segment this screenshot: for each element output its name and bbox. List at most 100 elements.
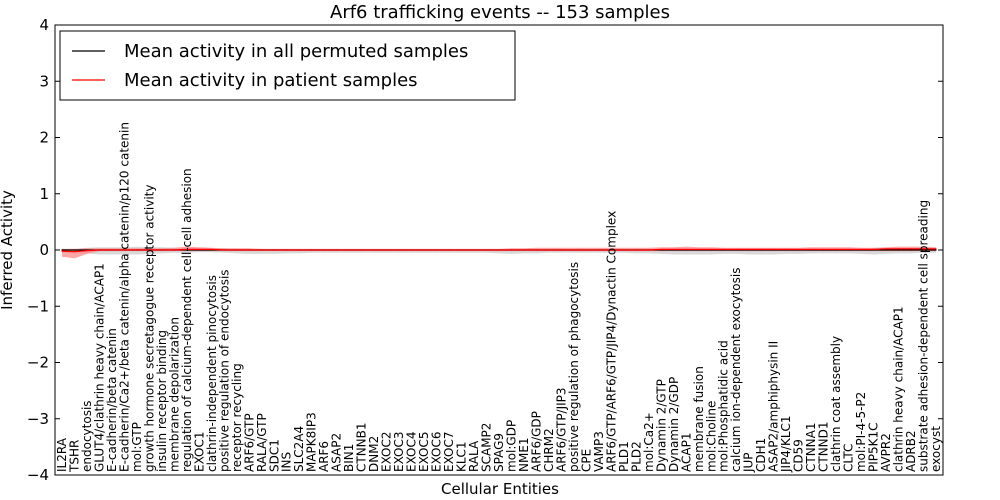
data-point (423, 249, 425, 251)
data-point (698, 248, 700, 251)
data-point (373, 249, 375, 251)
data-point (123, 249, 126, 251)
data-point (361, 249, 363, 251)
data-point (261, 249, 263, 251)
data-point (186, 248, 188, 251)
x-tick-label: EXOC1 (192, 432, 206, 473)
data-point (773, 248, 775, 251)
x-tick-label: TSHR (67, 440, 81, 473)
data-point (798, 248, 800, 251)
data-point (161, 249, 163, 251)
y-tick-label: −1 (27, 297, 49, 315)
data-point (148, 249, 150, 251)
data-point (935, 249, 937, 251)
x-tick-label: CLTC (842, 444, 856, 472)
x-tick-label: CPE (579, 449, 593, 472)
x-tick-label: CD59 (792, 439, 806, 472)
data-point (298, 249, 300, 251)
data-point (311, 249, 313, 251)
data-point (760, 248, 762, 251)
x-tick-label: ASAP2 (330, 433, 344, 472)
x-tick-label: clathrin heavy chain/ACAP1 (892, 306, 906, 472)
data-point (411, 249, 413, 251)
x-tick-label: mol:PI-4-5-P2 (854, 392, 868, 472)
data-point (61, 250, 63, 252)
x-tick-label: calcium ion-dependent exocytosis (729, 268, 743, 473)
y-tick-label: 1 (39, 185, 49, 203)
y-tick-label: −2 (27, 354, 49, 372)
x-tick-label: regulation of calcium-dependent cell-cel… (180, 168, 194, 472)
data-point (273, 249, 275, 251)
x-tick-label: DNM2 (367, 436, 381, 472)
x-tick-label: KLC1 (455, 441, 469, 472)
data-point (336, 249, 338, 251)
y-tick-label: 0 (39, 241, 49, 259)
data-point (710, 248, 712, 251)
data-point (935, 248, 937, 250)
x-tick-label: EXOC2 (380, 432, 394, 473)
x-tick-label: ACAP1 (679, 433, 693, 472)
data-point (223, 249, 225, 251)
data-point (573, 249, 575, 251)
y-axis-ticks: −4 −3 −2 −1 0 1 2 3 4 (27, 16, 943, 484)
data-point (623, 249, 625, 251)
data-point (248, 249, 250, 251)
data-point (73, 251, 76, 253)
data-point (323, 249, 325, 251)
x-tick-label: mol:Ca2+ (642, 412, 656, 472)
x-tick-label: membrane depolarization (167, 317, 181, 472)
data-point (398, 249, 400, 251)
legend: Mean activity in all permuted samples Me… (59, 30, 516, 101)
x-tick-label: IL2RA (55, 437, 69, 472)
data-point (585, 249, 588, 251)
data-point (473, 249, 475, 251)
data-point (485, 249, 488, 251)
data-point (823, 248, 825, 251)
x-tick-label: CTNND1 (817, 421, 831, 472)
data-point (98, 249, 101, 251)
data-point (73, 249, 76, 251)
data-point (723, 248, 725, 251)
data-point (498, 249, 500, 251)
data-point (648, 249, 650, 251)
x-tick-label: ASAP2/amphiphysin II (767, 341, 781, 472)
x-tick-label: ADRB2 (904, 430, 918, 472)
data-point (848, 248, 850, 251)
data-point (348, 249, 350, 251)
data-point (897, 248, 900, 250)
x-tick-label: exocyst (929, 426, 943, 472)
x-tick-label: SCAMP2 (480, 423, 494, 472)
x-tick-label: CTNNA1 (804, 422, 818, 472)
data-point (872, 248, 875, 251)
x-tick-label: NME1 (517, 437, 531, 472)
data-point (448, 249, 450, 251)
data-point (673, 248, 675, 251)
x-tick-label: PLD2 (629, 441, 643, 472)
x-tick-label: ARF6/GDP (529, 411, 543, 472)
y-tick-label: −3 (27, 410, 49, 428)
data-point (198, 248, 200, 251)
data-point (560, 249, 563, 251)
x-tick-label: mol:Phosphatidic acid (717, 340, 731, 472)
data-point (523, 249, 525, 251)
y-tick-label: 3 (39, 72, 49, 90)
x-tick-label: positive regulation of phagocytosis (567, 262, 581, 472)
x-tick-label: EXOC4 (405, 432, 419, 473)
data-point (660, 248, 662, 251)
x-tick-label: BIN1 (342, 444, 356, 472)
data-point (460, 249, 463, 251)
data-point (610, 249, 612, 251)
x-tick-label: PLD1 (617, 441, 631, 472)
x-tick-label: clathrin coat assembly (829, 336, 843, 472)
x-tick-label: Dynamin 2/GDP (667, 377, 681, 472)
data-point (635, 249, 637, 251)
x-tick-label: endocytosis (80, 400, 94, 472)
data-point (173, 249, 175, 251)
data-point (685, 248, 687, 251)
data-point (211, 248, 213, 251)
x-tick-label: ARF6/GTP/JIP3 (554, 387, 568, 472)
x-tick-label: growth hormone secretagogue receptor act… (142, 185, 156, 472)
data-point (598, 249, 600, 251)
